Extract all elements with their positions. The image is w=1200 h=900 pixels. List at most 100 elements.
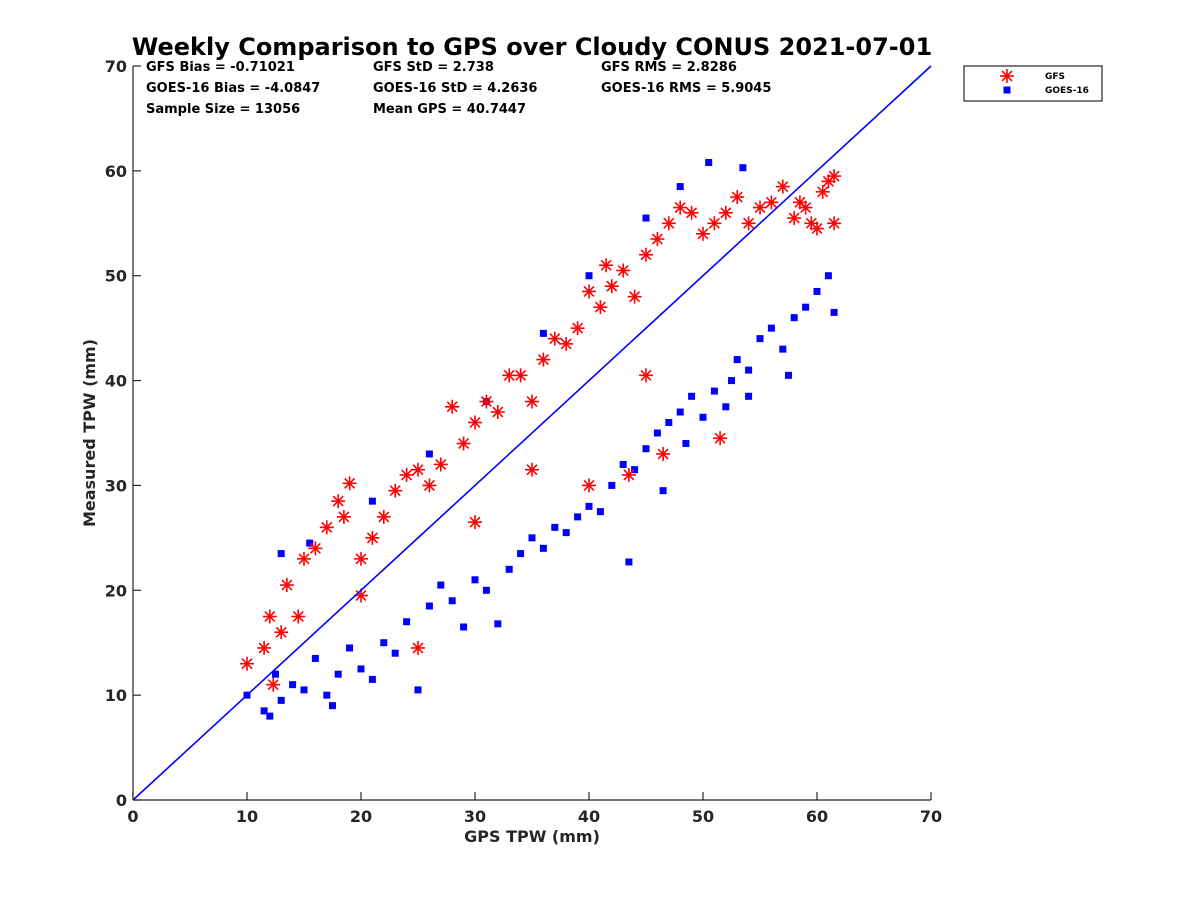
x-tick-label: 40	[578, 807, 600, 826]
legend: GFS GOES-16	[963, 65, 1103, 102]
goes16-point	[403, 618, 411, 626]
gfs-point	[582, 284, 596, 299]
gfs-point	[342, 476, 357, 491]
stat-mean-gps: Mean GPS = 40.7447	[373, 102, 526, 117]
goes16-point	[631, 466, 639, 474]
goes16-point	[830, 308, 838, 316]
legend-marker-gfs	[1000, 69, 1014, 83]
goes16-point	[306, 539, 314, 547]
gfs-point	[815, 184, 830, 199]
gfs-point	[741, 216, 756, 231]
goes16-point	[323, 691, 331, 699]
gfs-point	[411, 462, 425, 477]
goes16-point	[785, 371, 792, 379]
stat-gfs-std: GFS StD = 2.738	[373, 60, 494, 75]
goes16-point	[505, 565, 513, 573]
goes16-point	[448, 597, 456, 605]
legend-label-gfs: GFS	[1045, 72, 1065, 82]
stats-block: GFS Bias = -0.71021 GFS StD = 2.738 GFS …	[146, 60, 771, 117]
x-axis-label: GPS TPW (mm)	[464, 827, 600, 846]
stat-gfs-bias: GFS Bias = -0.71021	[146, 60, 295, 75]
goes16-point	[676, 183, 684, 191]
plot-area: 0 10 20 30 40 50 60 70 0 10 20 30 40 50 60 70	[105, 57, 942, 826]
goes16-point	[756, 335, 764, 343]
x-tick-label: 10	[236, 807, 258, 826]
goes16-point	[596, 508, 604, 516]
gfs-point	[536, 352, 551, 367]
goes16-point	[528, 534, 536, 542]
y-tick-label: 30	[105, 476, 127, 495]
gfs-point	[262, 609, 277, 624]
gfs-point	[582, 478, 596, 493]
x-ticks: 0 10 20 30 40 50 60 70	[127, 792, 942, 826]
goes16-point	[705, 158, 713, 166]
x-tick-label: 60	[806, 807, 828, 826]
gfs-point	[713, 431, 728, 446]
y-tick-label: 50	[105, 267, 127, 286]
gfs-point	[525, 394, 539, 409]
goes16-point	[346, 644, 354, 652]
stat-sample-size: Sample Size = 13056	[146, 102, 300, 117]
gfs-point	[547, 331, 562, 346]
legend-marker-goes16	[1003, 86, 1011, 94]
goes16-point	[357, 665, 365, 673]
gfs-point	[798, 200, 813, 215]
legend-marks	[1000, 69, 1014, 94]
gfs-point	[627, 289, 642, 304]
gfs-point	[684, 205, 699, 220]
goes16-point	[460, 623, 468, 631]
goes16-point	[380, 639, 388, 647]
goes16-point	[300, 686, 308, 694]
goes16-point	[728, 377, 735, 385]
gfs-point	[730, 190, 745, 205]
goes16-point	[625, 558, 633, 566]
gfs-point	[559, 336, 574, 351]
goes16-point	[562, 529, 570, 537]
gfs-point	[308, 541, 323, 556]
goes16-point	[329, 702, 336, 710]
gfs-point	[764, 195, 779, 210]
goes16-point	[471, 576, 479, 584]
goes16-point	[551, 523, 559, 531]
goes16-point	[425, 602, 433, 610]
gfs-point	[257, 640, 272, 655]
goes16-point	[585, 272, 593, 280]
gfs-point	[376, 509, 391, 524]
chart-title: Weekly Comparison to GPS over Cloudy CON…	[132, 33, 932, 61]
gfs-point	[525, 462, 539, 477]
stat-gfs-rms: GFS RMS = 2.8286	[601, 60, 737, 75]
goes16-point	[368, 497, 376, 505]
goes16-point	[767, 324, 775, 332]
goes16-point	[260, 707, 268, 715]
goes16-point	[311, 654, 319, 662]
goes16-point	[682, 439, 690, 447]
gfs-point	[718, 205, 733, 220]
goes16-point	[813, 287, 821, 295]
goes16-point	[437, 581, 445, 589]
gfs-point	[365, 530, 380, 545]
gfs-point	[279, 578, 294, 593]
x-tick-label: 0	[127, 807, 138, 826]
gfs-point	[445, 399, 460, 414]
gfs-point	[639, 247, 653, 262]
y-tick-label: 40	[105, 372, 127, 391]
goes16-point	[676, 408, 684, 416]
gfs-point	[399, 467, 414, 482]
gfs-point	[696, 226, 710, 241]
gfs-point	[331, 494, 346, 509]
gfs-point	[661, 216, 676, 231]
goes16-point	[733, 356, 741, 364]
goes16-point	[739, 164, 747, 172]
goes16-point	[745, 366, 753, 374]
gfs-point	[502, 368, 517, 383]
gfs-point	[621, 467, 636, 482]
goes16-point	[425, 450, 433, 458]
gfs-point	[707, 216, 722, 231]
gfs-point	[274, 625, 289, 640]
goes16-point	[368, 675, 376, 683]
gfs-point	[388, 483, 403, 498]
gfs-point	[775, 179, 790, 194]
goes16-point	[277, 696, 285, 704]
gfs-point	[291, 609, 306, 624]
goes16-point	[779, 345, 787, 353]
